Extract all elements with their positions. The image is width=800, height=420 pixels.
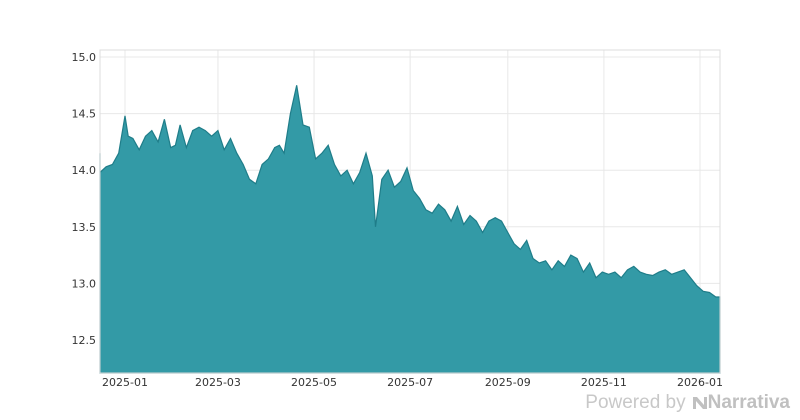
y-axis-ticks: 12.5 13.0 13.5 14.0 14.5 15.0 xyxy=(72,51,97,347)
y-tick-label: 13.0 xyxy=(72,277,97,290)
x-tick-label: 2025-11 xyxy=(581,376,627,389)
narrativa-logo: Narrativa xyxy=(692,392,790,414)
brand-name: Narrativa xyxy=(707,392,790,413)
plot-frame xyxy=(99,49,721,374)
x-tick-label: 2025-01 xyxy=(102,376,148,389)
area-series xyxy=(99,85,721,374)
y-tick-label: 12.5 xyxy=(72,334,97,347)
x-tick-label: 2025-07 xyxy=(387,376,433,389)
x-tick-label: 2025-03 xyxy=(195,376,241,389)
y-tick-label: 13.5 xyxy=(72,221,97,234)
y-tick-label: 14.5 xyxy=(72,108,97,121)
x-tick-label: 2025-09 xyxy=(485,376,531,389)
x-tick-label: 2025-05 xyxy=(291,376,337,389)
x-tick-label: 2026-01 xyxy=(677,376,723,389)
y-tick-label: 14.0 xyxy=(72,164,97,177)
x-axis-ticks: 2025-01 2025-03 2025-05 2025-07 2025-09 2025-… xyxy=(102,376,723,389)
narrativa-logo-icon xyxy=(692,397,707,409)
y-tick-label: 15.0 xyxy=(72,51,97,64)
powered-by-label: Powered by xyxy=(585,392,686,413)
powered-by-footer: Powered by Narrativa xyxy=(585,392,790,414)
